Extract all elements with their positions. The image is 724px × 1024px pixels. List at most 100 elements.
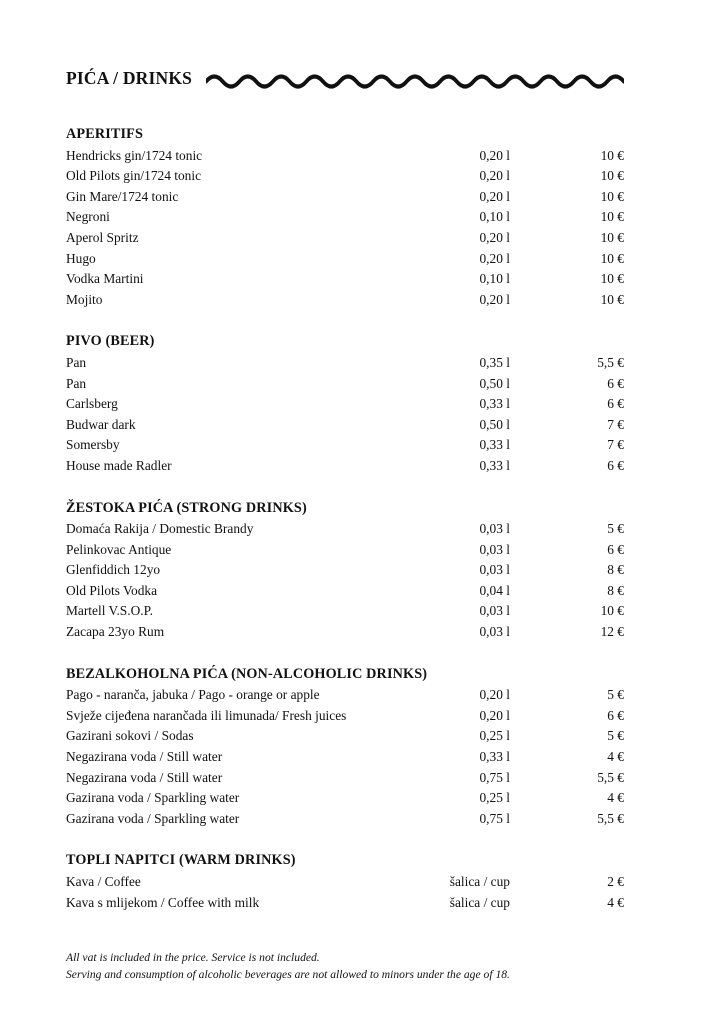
menu-item-price: 6 €: [607, 541, 624, 557]
menu-item-volume: 0,75 l: [479, 769, 510, 785]
menu-item-row: Kava s mlijekom / Coffee with milk šalica…: [66, 893, 624, 914]
menu-item-price: 5 €: [607, 687, 624, 703]
menu-item-name: Mojito: [66, 291, 103, 307]
menu-item-name: Pan: [66, 375, 87, 391]
menu-item-name: Vodka Martini: [66, 271, 144, 287]
menu-item-name: Svježe cijeđena narančada ili limunada/ …: [66, 707, 347, 723]
wavy-rule-icon: [206, 69, 624, 89]
menu-item-price: 10 €: [600, 209, 624, 225]
menu-item-price: 4 €: [607, 790, 624, 806]
menu-section: BEZALKOHOLNA PIĆA (NON-ALCOHOLIC DRINKS)…: [66, 664, 624, 830]
menu-item-row: Martell V.S.O.P. 0,03 l 10 €: [66, 601, 624, 622]
menu-item-name: Gazirana voda / Sparkling water: [66, 810, 240, 826]
section-header: APERITIFS: [66, 126, 144, 142]
menu-item-volume: 0,50 l: [479, 375, 510, 391]
menu-item-price: 5,5 €: [597, 769, 624, 785]
menu-sections: APERITIFS Hendricks gin/1724 tonic 0,20 l 1…: [66, 124, 624, 913]
section-header: ŽESTOKA PIĆA (STRONG DRINKS): [66, 499, 307, 516]
menu-item-volume: 0,20 l: [479, 707, 510, 723]
menu-item-price: 10 €: [600, 291, 624, 307]
menu-item-row: Domaća Rakija / Domestic Brandy 0,03 l 5 €: [66, 519, 624, 540]
menu-item-name: Gin Mare/1724 tonic: [66, 188, 179, 204]
menu-item-row: Carlsberg 0,33 l 6 €: [66, 394, 624, 415]
menu-item-volume: 0,10 l: [479, 271, 510, 287]
menu-item-row: Gazirana voda / Sparkling water 0,75 l 5,5…: [66, 809, 624, 830]
menu-item-volume: 0,20 l: [479, 188, 510, 204]
menu-item-volume: 0,25 l: [479, 728, 510, 744]
menu-item-volume: 0,03 l: [479, 603, 510, 619]
menu-item-volume: 0,33 l: [479, 749, 510, 765]
menu-item-price: 10 €: [600, 250, 624, 266]
menu-item-volume: 0,20 l: [479, 229, 510, 245]
menu-item-name: Pan: [66, 354, 87, 370]
menu-item-row: Somersby 0,33 l 7 €: [66, 435, 624, 456]
menu-item-volume: šalica / cup: [449, 874, 510, 889]
menu-item-volume: 0,20 l: [479, 250, 510, 266]
menu-section: PIVO (BEER) Pan 0,35 l 5,5 € Pan 0,50 l 6 € Car…: [66, 331, 624, 476]
menu-item-name: Kava s mlijekom / Coffee with milk: [66, 894, 260, 910]
menu-item-volume: 0,04 l: [479, 582, 510, 598]
menu-item-name: Hugo: [66, 250, 96, 266]
menu-item-price: 8 €: [607, 562, 624, 578]
menu-item-price: 8 €: [607, 582, 624, 598]
section-header: PIVO (BEER): [66, 333, 155, 350]
menu-item-row: Aperol Spritz 0,20 l 10 €: [66, 228, 624, 249]
menu-item-row: Hendricks gin/1724 tonic 0,20 l 10 €: [66, 146, 624, 167]
menu-item-volume: 0,20 l: [479, 147, 510, 163]
menu-item-row: Negazirana voda / Still water 0,75 l 5,5 €: [66, 768, 624, 789]
menu-item-row: Pelinkovac Antique 0,03 l 6 €: [66, 540, 624, 561]
menu-item-price: 6 €: [607, 457, 624, 473]
menu-item-name: Gazirani sokovi / Sodas: [66, 728, 194, 744]
menu-item-row: Budwar dark 0,50 l 7 €: [66, 415, 624, 436]
menu-item-name: Glenfiddich 12yo: [66, 562, 161, 578]
menu-item-row: Pan 0,35 l 5,5 €: [66, 353, 624, 374]
menu-item-price: 6 €: [607, 707, 624, 723]
menu-item-row: Pago - naranča, jabuka / Pago - orange o…: [66, 685, 624, 706]
menu-item-row: Mojito 0,20 l 10 €: [66, 290, 624, 311]
menu-item-price: 10 €: [600, 168, 624, 184]
menu-item-price: 5 €: [607, 728, 624, 744]
menu-item-row: Old Pilots gin/1724 tonic 0,20 l 10 €: [66, 166, 624, 187]
menu-item-row: Gazirani sokovi / Sodas 0,25 l 5 €: [66, 726, 624, 747]
menu-item-name: Carlsberg: [66, 396, 118, 412]
menu-item-volume: 0,03 l: [479, 562, 510, 578]
menu-item-price: 5,5 €: [597, 810, 624, 826]
menu-item-row: Gazirana voda / Sparkling water 0,25 l 4 €: [66, 788, 624, 809]
menu-item-name: Martell V.S.O.P.: [66, 603, 153, 619]
menu-item-row: Gin Mare/1724 tonic 0,20 l 10 €: [66, 187, 624, 208]
menu-item-name: Gazirana voda / Sparkling water: [66, 790, 240, 806]
menu-item-name: Negazirana voda / Still water: [66, 769, 223, 785]
footnotes: All vat is included in the price. Servic…: [66, 950, 624, 983]
menu-item-name: Budwar dark: [66, 416, 136, 432]
menu-item-price: 10 €: [600, 229, 624, 245]
section-header: TOPLI NAPITCI (WARM DRINKS): [66, 852, 296, 869]
menu-item-volume: 0,03 l: [479, 624, 510, 640]
menu-item-price: 5 €: [607, 521, 624, 537]
menu-item-price: 12 €: [600, 624, 624, 640]
menu-item-row: Hugo 0,20 l 10 €: [66, 249, 624, 270]
menu-item-name: Domaća Rakija / Domestic Brandy: [66, 521, 254, 537]
menu-item-price: 7 €: [607, 437, 624, 453]
menu-item-name: Somersby: [66, 437, 120, 453]
menu-item-volume: 0,33 l: [479, 457, 510, 473]
menu-item-price: 7 €: [607, 416, 624, 432]
menu-item-volume: 0,20 l: [479, 291, 510, 307]
menu-item-volume: 0,33 l: [479, 396, 510, 412]
footnote-line: Serving and consumption of alcoholic bev…: [66, 967, 510, 981]
menu-item-name: Hendricks gin/1724 tonic: [66, 147, 203, 163]
menu-section: APERITIFS Hendricks gin/1724 tonic 0,20 l 1…: [66, 124, 624, 310]
menu-item-name: Old Pilots Vodka: [66, 582, 158, 598]
menu-title-row: PIĆA / DRINKS: [66, 66, 624, 92]
page-title: PIĆA / DRINKS: [66, 68, 193, 89]
menu-item-row: Pan 0,50 l 6 €: [66, 374, 624, 395]
menu-item-row: Negroni 0,10 l 10 €: [66, 207, 624, 228]
menu-item-price: 6 €: [607, 375, 624, 391]
menu-item-volume: 0,03 l: [479, 521, 510, 537]
menu-item-name: House made Radler: [66, 457, 172, 473]
menu-item-row: Glenfiddich 12yo 0,03 l 8 €: [66, 560, 624, 581]
menu-item-volume: 0,50 l: [479, 416, 510, 432]
menu-item-row: Old Pilots Vodka 0,04 l 8 €: [66, 581, 624, 602]
menu-item-volume: 0,25 l: [479, 790, 510, 806]
menu-item-row: Negazirana voda / Still water 0,33 l 4 €: [66, 747, 624, 768]
